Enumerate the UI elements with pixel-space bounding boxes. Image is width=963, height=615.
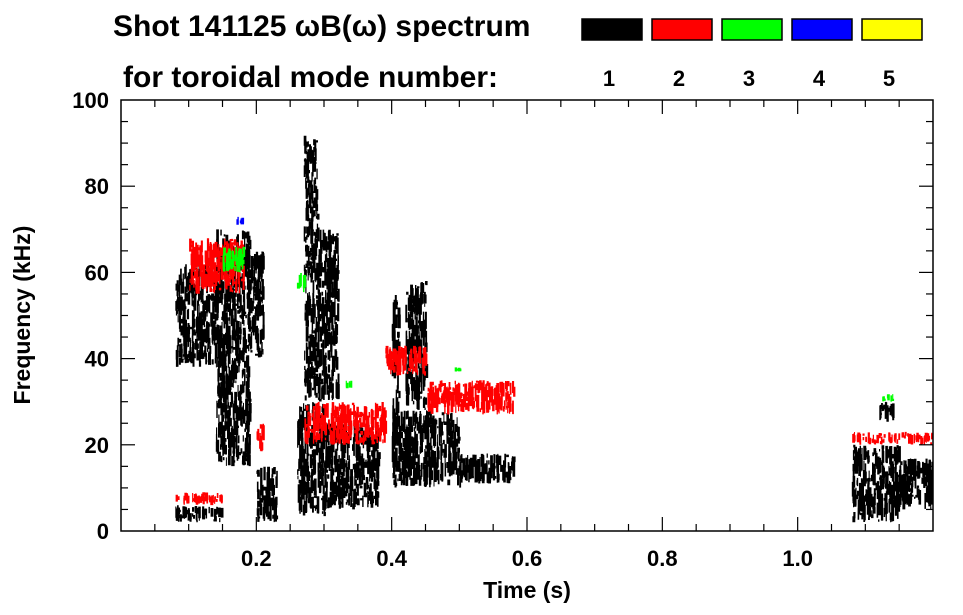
mode-1-speckle	[405, 281, 429, 410]
mode-1-speckle	[879, 401, 895, 422]
legend-swatch-mode-5	[861, 18, 923, 41]
legend-label-mode-1: 1	[603, 66, 615, 91]
mode-3-speckle	[345, 380, 353, 389]
mode-3-region	[345, 380, 353, 389]
mode-1-speckle	[391, 410, 462, 488]
mode-1-speckle	[249, 251, 265, 358]
y-tick-label: 20	[85, 433, 109, 458]
mode-1-speckle	[256, 466, 279, 523]
legend-swatch-mode-4	[791, 18, 853, 41]
x-axis-label: Time (s)	[483, 577, 571, 603]
mode-1-region	[405, 281, 429, 410]
mode-1-speckle	[303, 135, 320, 401]
mode-1-region	[459, 453, 516, 484]
spectrum-data	[175, 135, 933, 523]
mode-1-speckle	[899, 458, 933, 510]
mode-2-speckle	[385, 345, 428, 376]
mode-2-speckle	[175, 492, 223, 506]
mode-1-region	[851, 444, 902, 523]
mode-3-speckle	[222, 246, 246, 273]
mode-2-region	[256, 423, 265, 452]
mode-2-region	[427, 380, 516, 415]
mode-1-region	[391, 410, 462, 488]
mode-2-region	[852, 431, 933, 445]
mode-1-speckle	[459, 453, 516, 484]
x-tick-label: 0.8	[647, 546, 678, 571]
chart-subtitle: for toroidal mode number:	[123, 61, 498, 94]
mode-3-region	[222, 246, 246, 273]
legend-label-mode-5: 5	[883, 66, 895, 91]
mode-1-speckle	[324, 423, 381, 510]
legend-swatch-mode-3	[721, 18, 783, 41]
mode-1-speckle	[175, 505, 224, 523]
mode-2-speckle	[304, 401, 388, 445]
mode-3-speckle	[296, 273, 307, 293]
legend: 1 2 3 4 5	[581, 18, 923, 91]
y-tick-label: 100	[72, 88, 109, 113]
mode-3-region	[296, 273, 307, 293]
x-tick-label: 0.4	[376, 546, 407, 571]
legend-label-mode-2: 2	[673, 66, 685, 91]
mode-1-region	[317, 229, 340, 402]
mode-3-speckle	[882, 394, 895, 402]
mode-2-region	[304, 401, 388, 445]
mode-3-region	[454, 367, 462, 372]
mode-1-speckle	[317, 229, 340, 402]
mode-2-speckle	[256, 423, 265, 452]
mode-2-speckle	[427, 380, 516, 415]
mode-1-region	[899, 458, 933, 510]
x-axis: 0.2 0.4 0.6 0.8 1.0	[154, 100, 900, 571]
mode-1-region	[391, 295, 401, 445]
mode-2-region	[385, 345, 428, 376]
x-tick-label: 0.6	[512, 546, 543, 571]
mode-1-region	[256, 466, 279, 523]
y-tick-label: 80	[85, 174, 109, 199]
mode-1-region	[879, 401, 895, 422]
legend-label-mode-4: 4	[813, 66, 826, 91]
mode-3-speckle	[454, 367, 462, 372]
x-tick-label: 0.2	[241, 546, 272, 571]
y-axis-label: Frequency (kHz)	[9, 226, 35, 405]
mode-1-speckle	[851, 444, 902, 523]
mode-2-region	[175, 492, 223, 506]
legend-swatch-mode-2	[651, 18, 713, 41]
chart-title: Shot 141125 ωB(ω) spectrum	[113, 10, 530, 43]
x-tick-label: 1.0	[782, 546, 813, 571]
mode-4-speckle	[236, 216, 245, 225]
mode-3-region	[882, 394, 895, 402]
y-tick-label: 0	[97, 519, 109, 544]
mode-2-speckle	[852, 431, 933, 445]
y-tick-label: 40	[85, 347, 109, 372]
mode-1-region	[303, 135, 320, 401]
y-axis: 0 20 40 60 80 100	[72, 88, 933, 544]
mode-1-region	[175, 505, 224, 523]
mode-1-speckle	[391, 295, 401, 445]
legend-label-mode-3: 3	[743, 66, 755, 91]
legend-swatch-mode-1	[581, 18, 643, 41]
mode-4-region	[236, 216, 245, 225]
mode-1-region	[324, 423, 381, 510]
mode-1-region	[249, 251, 265, 358]
y-tick-label: 60	[85, 260, 109, 285]
